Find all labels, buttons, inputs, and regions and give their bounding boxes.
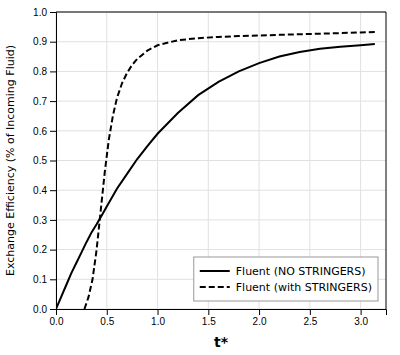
tick-mark	[107, 309, 108, 315]
tick-label: 0.8	[33, 66, 47, 77]
tick-label: 0.9	[33, 36, 47, 47]
tick-mark	[50, 220, 56, 221]
grid-line-y	[56, 12, 386, 13]
tick-label: 2.5	[303, 316, 317, 327]
tick: 1.5	[202, 309, 216, 327]
tick-mark	[310, 309, 311, 315]
legend-item: Fluent (with STRINGERS)	[200, 281, 372, 294]
grid-line-y	[56, 130, 386, 131]
tick-mark	[50, 190, 56, 191]
tick: 0.9	[33, 36, 56, 47]
tick-mark	[50, 250, 56, 251]
x-axis-label: t*	[214, 334, 229, 350]
tick: 0.6	[33, 126, 56, 137]
tick-mark	[50, 279, 56, 280]
tick-label: 0.0	[33, 304, 47, 315]
tick: 0.2	[33, 244, 56, 255]
grid-line-y	[56, 71, 386, 72]
grid-line-y	[56, 101, 386, 102]
tick-label: 1.0	[151, 316, 165, 327]
tick: 2.5	[303, 309, 317, 327]
tick-mark	[158, 309, 159, 315]
legend-label: Fluent (with STRINGERS)	[236, 281, 372, 294]
legend-swatch	[200, 286, 230, 288]
tick: 0.7	[33, 96, 56, 107]
tick-mark	[50, 12, 56, 13]
tick-mark	[259, 309, 260, 315]
grid-line-y	[56, 41, 386, 42]
tick-label: 1.5	[202, 316, 216, 327]
tick: 0.1	[33, 274, 56, 285]
tick-label: 0.7	[33, 96, 47, 107]
x-axis: 0.0 0.5 1.0 1.5 2.0 2.5 3.0	[50, 309, 387, 327]
grid	[56, 12, 386, 309]
frame-right	[386, 12, 387, 309]
axis-line	[57, 310, 387, 316]
legend-swatch	[200, 270, 230, 272]
tick-label: 0.4	[33, 185, 47, 196]
tick-mark	[50, 309, 56, 310]
tick-mark	[50, 71, 56, 72]
plot: 0.00.51.01.52.02.53.00.00.10.20.30.40.50…	[33, 7, 386, 327]
y-axis: 0.0 0.1 0.2 0.3 0.4 0.5 0.6 0.7 0.8 0.9 1.0	[33, 7, 56, 315]
tick-mark	[361, 309, 362, 315]
tick-mark	[50, 131, 56, 132]
legend-label: Fluent (NO STRINGERS)	[236, 265, 366, 278]
tick-label: 2.0	[253, 316, 267, 327]
tick: 3.0	[354, 309, 368, 327]
tick: 0.5	[100, 309, 114, 327]
tick: 0.0	[50, 309, 64, 327]
tick: 0.4	[33, 185, 56, 196]
grid-line-y	[56, 249, 386, 250]
tick: 1.0	[151, 309, 165, 327]
legend-box	[194, 257, 378, 301]
tick-mark	[50, 42, 56, 43]
tick-label: 0.3	[33, 215, 47, 226]
tick: 2.0	[253, 309, 267, 327]
tick-label: 0.2	[33, 244, 47, 255]
grid-line-y	[56, 219, 386, 220]
tick-mark	[50, 101, 56, 102]
tick-mark	[50, 161, 56, 162]
legend-item: Fluent (NO STRINGERS)	[200, 265, 366, 278]
tick-label: 0.1	[33, 274, 47, 285]
tick-label: 1.0	[33, 7, 47, 18]
frame-top	[56, 12, 386, 13]
tick: 0.3	[33, 215, 56, 226]
y-axis-label: Exchange Efficiency (% of Incoming Fluid…	[4, 45, 17, 276]
tick: 0.5	[33, 155, 56, 166]
tick: 0.8	[33, 66, 56, 77]
legend: Fluent (NO STRINGERS) Fluent (with STRING…	[194, 257, 378, 301]
tick-label: 0.6	[33, 126, 47, 137]
tick-label: 0.0	[50, 316, 64, 327]
chart: 0.00.51.01.52.02.53.00.00.10.20.30.40.50…	[0, 0, 400, 355]
tick: 0.0	[33, 304, 56, 315]
tick-label: 0.5	[100, 316, 114, 327]
tick-mark	[208, 309, 209, 315]
tick-label: 3.0	[354, 316, 368, 327]
tick: 1.0	[33, 7, 56, 18]
grid-line-y	[56, 190, 386, 191]
axis-line	[50, 13, 57, 310]
tick-label: 0.5	[33, 155, 47, 166]
